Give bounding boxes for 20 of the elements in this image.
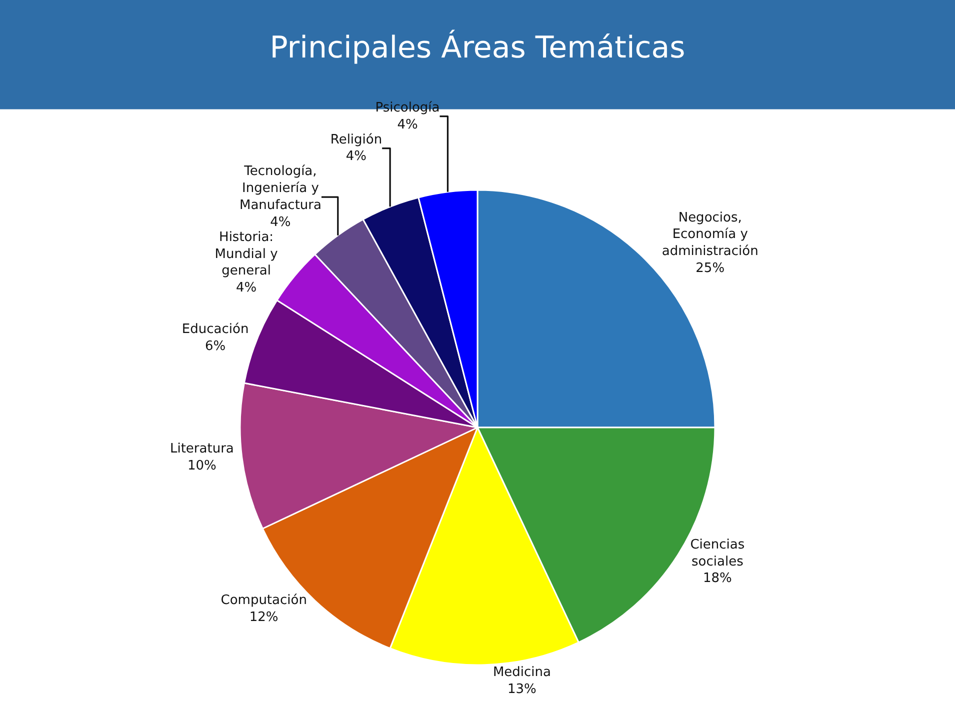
data-label: 18% xyxy=(702,571,732,586)
slice-label: Medicina xyxy=(492,664,551,680)
chart-title: Principales Áreas Temáticas xyxy=(270,29,686,66)
slice-label: Negocios, Economía y administración xyxy=(662,210,758,260)
data-label: 4% xyxy=(270,214,291,230)
slice-label: Historia: Mundial y general xyxy=(214,230,278,279)
data-label: 12% xyxy=(249,610,278,626)
data-label: 25% xyxy=(696,260,725,276)
slice-label: Computación xyxy=(220,593,307,608)
data-label: 4% xyxy=(397,117,418,132)
slice-label: Tecnología, Ingeniería y Manufactura xyxy=(239,164,322,214)
data-label: 10% xyxy=(187,458,216,474)
data-label: 4% xyxy=(346,149,367,164)
data-label: 4% xyxy=(236,280,257,296)
slice-label: Ciencias sociales xyxy=(690,537,745,570)
data-label: 13% xyxy=(508,682,536,697)
slice-label: Religión xyxy=(330,132,382,148)
slice-label: Literatura xyxy=(170,442,234,457)
slice-label: Educación xyxy=(182,322,249,337)
data-label: 6% xyxy=(205,338,226,354)
